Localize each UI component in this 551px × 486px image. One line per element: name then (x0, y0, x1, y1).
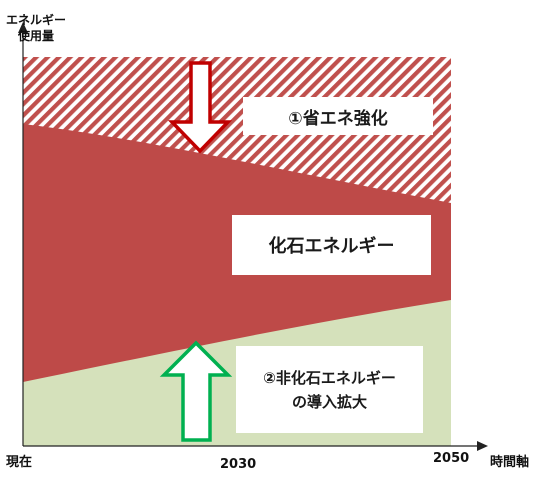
efficiency-label: ①省エネ強化 (243, 97, 433, 135)
x-tick-2050: 2050 (433, 451, 470, 466)
fossil-label-text: 化石エネルギー (268, 236, 395, 257)
nonfossil-label: ②非化石エネルギー の導入拡大 (236, 346, 423, 433)
y-axis-arrowhead (18, 22, 28, 33)
x-tick-2030: 2030 (220, 457, 257, 472)
x-tick-now: 現在 (6, 455, 33, 470)
down-arrow-icon (167, 61, 233, 154)
up-arrow-icon (159, 340, 233, 442)
nonfossil-label-line1: ②非化石エネルギー (263, 368, 396, 387)
y-axis-label: エネルギー 使用量 (4, 12, 68, 44)
x-axis-arrowhead (477, 441, 488, 451)
x-axis-label: 時間軸 (490, 455, 530, 470)
nonfossil-label-line2: の導入拡大 (291, 392, 367, 411)
fossil-label: 化石エネルギー (232, 215, 431, 275)
y-axis-label-line1: エネルギー (5, 13, 66, 27)
efficiency-label-text: ①省エネ強化 (288, 108, 388, 129)
y-axis-label-line2: 使用量 (17, 29, 54, 43)
